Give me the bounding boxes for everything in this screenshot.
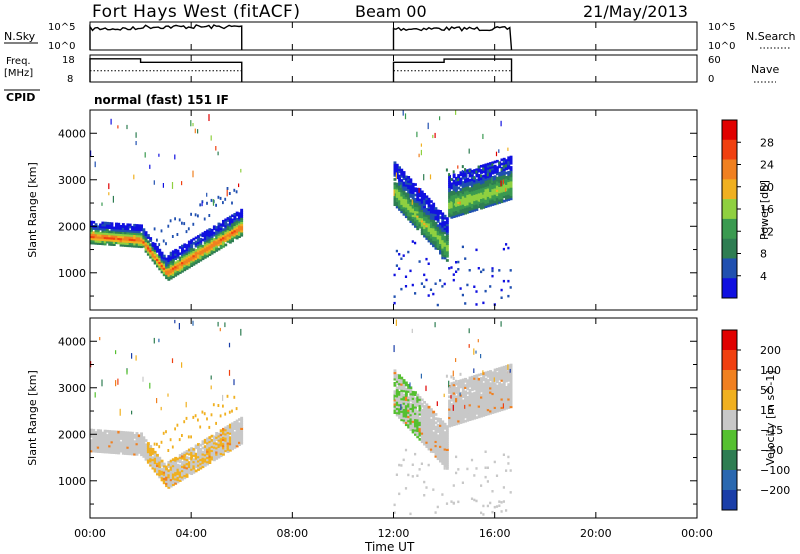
x-tick-label: 12:00 [378,527,410,540]
x-tick-label: 04:00 [175,527,207,540]
velocity-colorbar-label: Velocity [m s^-1] [764,370,777,465]
time-axis-label: Time UT [364,540,415,554]
x-tick-label: 08:00 [276,527,308,540]
station-title: Fort Hays West (fitACF) [92,2,300,22]
y-tick-label: 2000 [58,428,86,441]
velocity-ylabel: Slant Range [km] [26,370,39,466]
colorbar-tick-label: 15 [760,404,774,417]
cpid-label: CPID [6,91,35,104]
nsky-panel: N.Sky 10^5 10^0 10^5 10^0 N.Search [4,21,796,52]
y-tick-label: 4000 [58,335,86,348]
power-panel: 1000 2000 3000 4000 Slant Range [km] [26,109,698,311]
colorbar-tick-label: −50 [760,444,783,457]
cpid-value: normal (fast) 151 IF [94,93,229,107]
nsky-label: N.Sky [4,30,36,43]
colorbar-tick-label: 50 [760,384,774,397]
nsky-tick-top: 10^5 [48,22,75,33]
colorbar-tick-label: 12 [760,225,774,238]
power-colorbar: 28 24 20 16 12 8 4 [721,119,774,299]
colorbar-tick-label: −15 [760,424,783,437]
colorbar-tick-label: 8 [760,248,767,261]
colorbar-tick-label: 16 [760,203,774,216]
x-tick-label: 20:00 [580,527,612,540]
y-tick-label: 1000 [58,475,86,488]
date-title: 21/May/2013 [583,2,688,21]
power-y-ticks: 1000 2000 3000 4000 [58,109,697,297]
colorbar-tick-label: 20 [760,181,774,194]
velocity-panel: 1000 2000 3000 4000 Slant Range [km] [26,317,698,519]
nsearch-tick-bottom: 10^0 [708,41,735,52]
y-tick-label: 3000 [58,382,86,395]
nave-tick-top: 60 [708,55,721,66]
power-data [90,110,513,307]
freq-panel: Freq. [MHz] 18 8 60 0 Nave [4,54,779,85]
nsky-tick-bottom: 10^0 [48,41,75,52]
beam-title: Beam 00 [355,2,427,21]
time-axis: 00:00 04:00 08:00 12:00 16:00 20:00 00:00 [74,22,713,540]
freq-tick-top: 18 [62,55,75,66]
freq-label: Freq. [6,56,31,67]
nsearch-tick-top: 10^5 [708,22,735,33]
colorbar-tick-label: 28 [760,136,774,149]
colorbar-tick-label: 200 [760,344,781,357]
nave-label: Nave [751,63,779,76]
x-tick-label: 16:00 [479,527,511,540]
freq-tick-bottom: 8 [67,74,73,85]
velocity-data [90,319,513,516]
colorbar-tick-label: 24 [760,159,774,172]
nave-tick-bottom: 0 [708,74,714,85]
colorbar-tick-label: 100 [760,364,781,377]
y-tick-label: 4000 [58,127,86,140]
velocity-colorbar: 200 100 50 15 −15 −50 −100 −200 [721,329,790,511]
y-tick-label: 2000 [58,220,86,233]
nsky-trace [89,24,513,51]
nsearch-label: N.Search [746,30,796,43]
y-tick-label: 1000 [58,267,86,280]
power-colorbar-label: Power [dB] [758,180,771,240]
colorbar-tick-label: −100 [760,464,790,477]
x-tick-label: 00:00 [681,527,713,540]
freq-trace [89,58,513,82]
y-tick-label: 3000 [58,174,86,187]
colorbar-tick-label: 4 [760,270,767,283]
x-tick-label: 00:00 [74,527,106,540]
colorbar-tick-label: −200 [760,484,790,497]
velocity-y-ticks: 1000 2000 3000 4000 [58,317,697,505]
freq-unit: [MHz] [4,68,33,79]
power-ylabel: Slant Range [km] [26,162,39,258]
